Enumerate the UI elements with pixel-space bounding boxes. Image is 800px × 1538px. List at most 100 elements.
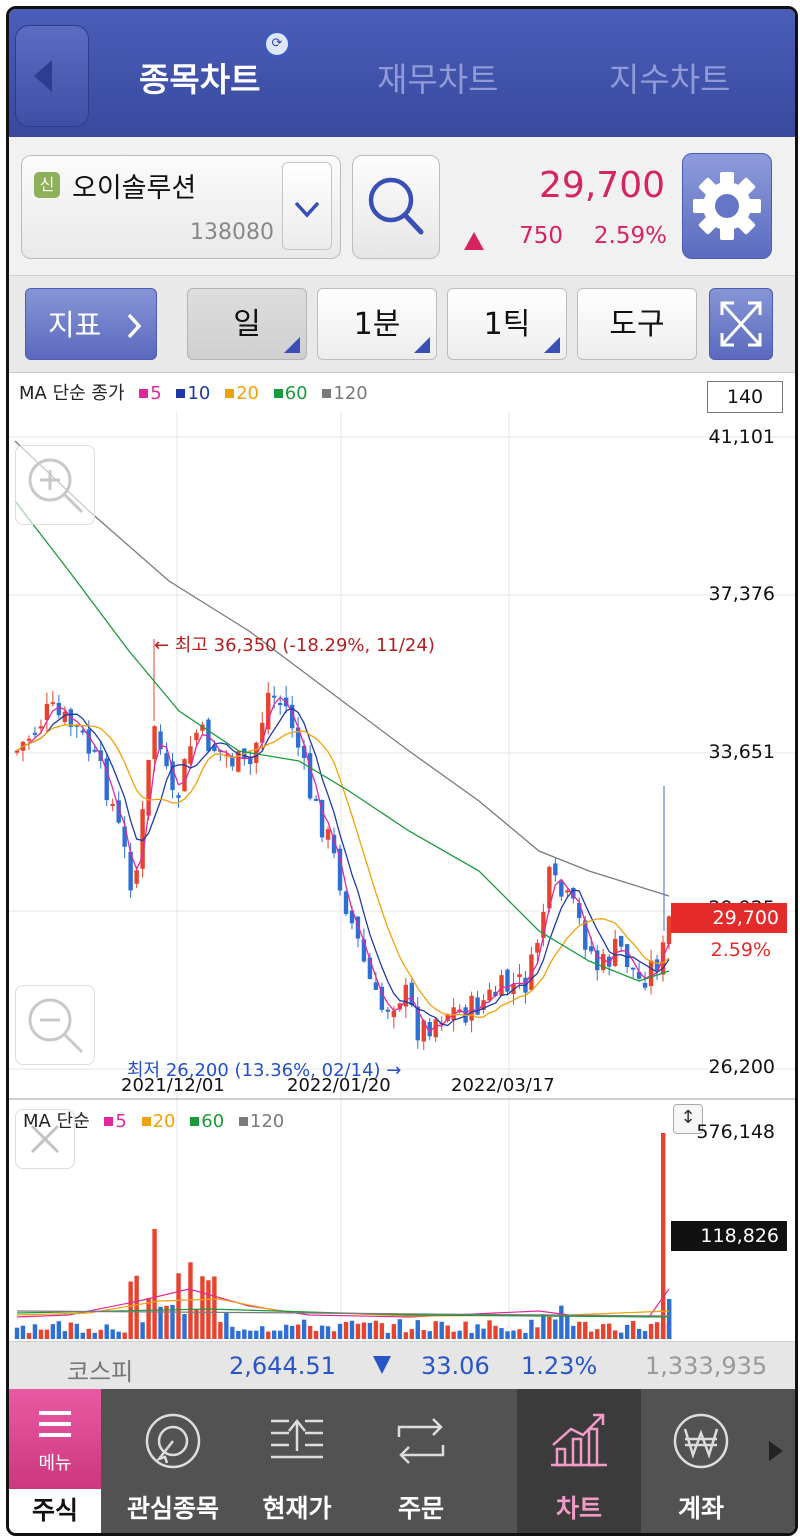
candle-body bbox=[493, 991, 498, 996]
nav-label: 관심종목 bbox=[126, 1494, 219, 1523]
close-volume-button[interactable] bbox=[15, 1109, 75, 1169]
zoom-in-button[interactable] bbox=[15, 445, 95, 525]
candle-body bbox=[319, 799, 325, 838]
nav-more-arrow-icon[interactable] bbox=[769, 1441, 783, 1461]
candle-body bbox=[475, 997, 480, 1015]
volume-bar bbox=[307, 1325, 313, 1339]
vol-ma120-line bbox=[16, 1310, 670, 1317]
resize-handle-icon[interactable]: ↕ bbox=[673, 1104, 703, 1134]
stock-dropdown-button[interactable] bbox=[282, 162, 332, 250]
volume-bar bbox=[98, 1329, 103, 1339]
current-percent-tag: 2.59% bbox=[710, 939, 771, 961]
candle-body bbox=[325, 829, 331, 840]
vol-ma5-label: 5 bbox=[115, 1111, 127, 1132]
tab-index-chart[interactable]: 지수차트 bbox=[609, 60, 731, 99]
volume-bar bbox=[648, 1324, 654, 1339]
volume-bar bbox=[80, 1332, 85, 1339]
zoom-out-button[interactable] bbox=[15, 985, 95, 1065]
vol-ma120-swatch bbox=[238, 1116, 248, 1126]
watchlist-icon bbox=[145, 1413, 201, 1469]
candle-body bbox=[618, 935, 624, 947]
volume-bar bbox=[391, 1324, 397, 1339]
volume-bar bbox=[194, 1309, 199, 1339]
volume-bar bbox=[20, 1325, 26, 1339]
stock-info-row: 신 오이솔루션 138080 29,700 750 2.59% bbox=[9, 137, 795, 275]
candle-body bbox=[254, 742, 259, 763]
nav-watchlist[interactable]: 관심종목 bbox=[111, 1389, 235, 1533]
kospi-ticker[interactable]: 코스피 2,644.51 33.06 1.23% 1,333,935 bbox=[9, 1341, 795, 1390]
volume-bar bbox=[624, 1324, 630, 1339]
period-day-label: 일 bbox=[233, 307, 261, 342]
volume-bar bbox=[457, 1330, 462, 1339]
search-button[interactable] bbox=[352, 155, 440, 259]
nav-chart[interactable]: 차트 bbox=[517, 1389, 641, 1533]
price-change-percent: 2.59% bbox=[593, 223, 667, 249]
ma120-line bbox=[14, 440, 670, 897]
volume-bar bbox=[379, 1323, 385, 1339]
search-icon bbox=[368, 177, 424, 235]
app-frame: 종목차트 ⟳ 재무차트 지수차트 신 오이솔루션 138080 29,700 7… bbox=[6, 6, 798, 1536]
volume-bar bbox=[116, 1331, 121, 1339]
nav-current-price[interactable]: 현재가 bbox=[235, 1389, 359, 1533]
candle-body bbox=[571, 888, 576, 899]
nav-order[interactable]: 주문 bbox=[359, 1389, 483, 1533]
current-price: 29,700 bbox=[539, 165, 665, 206]
volume-bar bbox=[230, 1326, 235, 1339]
candle-body bbox=[313, 798, 319, 801]
chevron-right-icon bbox=[127, 313, 142, 339]
candle-body bbox=[32, 732, 38, 735]
tools-button[interactable]: 도구 bbox=[577, 288, 697, 360]
candle-body bbox=[50, 702, 56, 705]
stock-name: 오이솔루션 bbox=[72, 173, 197, 204]
volume-bar bbox=[62, 1331, 68, 1339]
won-icon bbox=[673, 1413, 729, 1469]
volume-bar bbox=[325, 1326, 331, 1339]
tab-stock-chart[interactable]: 종목차트 bbox=[139, 60, 261, 99]
candle-body bbox=[654, 959, 660, 971]
price-axis-label: 41,101 bbox=[708, 426, 775, 448]
candle-body bbox=[553, 863, 558, 876]
volume-bar bbox=[152, 1229, 157, 1339]
back-button[interactable] bbox=[15, 25, 89, 127]
settings-button[interactable] bbox=[682, 153, 772, 259]
candle-body bbox=[583, 920, 588, 950]
tab-financial-chart[interactable]: 재무차트 bbox=[377, 60, 499, 99]
candle-body bbox=[152, 726, 157, 760]
current-price-tag: 29,700 bbox=[671, 903, 787, 933]
price-axis-label: 33,651 bbox=[708, 741, 775, 763]
sync-icon[interactable]: ⟳ bbox=[264, 31, 290, 57]
candle-body bbox=[505, 969, 510, 992]
volume-bar bbox=[50, 1324, 56, 1339]
price-volume-chart[interactable] bbox=[9, 371, 795, 1341]
candle-body bbox=[56, 702, 62, 716]
candle-body bbox=[146, 759, 151, 816]
volume-bar bbox=[349, 1320, 355, 1339]
volume-bar bbox=[176, 1273, 181, 1339]
stock-selector[interactable]: 신 오이솔루션 138080 bbox=[21, 155, 341, 259]
nav-account[interactable]: 계좌 bbox=[639, 1389, 763, 1533]
volume-bar bbox=[517, 1329, 522, 1339]
candle-body bbox=[337, 848, 343, 891]
chart-area[interactable]: MA 단순 종가 5 10 20 60 120 140 41,101 37,37… bbox=[9, 371, 795, 1341]
kospi-value: 2,644.51 bbox=[229, 1352, 336, 1380]
volume-bar bbox=[397, 1319, 403, 1339]
candle-body bbox=[355, 916, 361, 939]
candle-body bbox=[433, 1019, 438, 1038]
nav-label: 주문 bbox=[397, 1494, 444, 1523]
period-count-box[interactable]: 140 bbox=[707, 381, 783, 413]
volume-bar bbox=[283, 1324, 289, 1339]
indicator-button[interactable]: 지표 bbox=[25, 288, 157, 360]
candle-body bbox=[277, 702, 283, 705]
fullscreen-button[interactable] bbox=[709, 288, 773, 360]
candle-body bbox=[122, 826, 127, 847]
volume-bar bbox=[182, 1314, 187, 1339]
period-tick-button[interactable]: 1틱 bbox=[447, 288, 567, 360]
chart-toolbar: 지표 일 1분 1틱 도구 bbox=[9, 275, 795, 373]
period-day-button[interactable]: 일 bbox=[187, 288, 307, 360]
period-minute-button[interactable]: 1분 bbox=[317, 288, 437, 360]
menu-button[interactable]: 메뉴 주식 bbox=[9, 1389, 101, 1533]
volume-bar bbox=[104, 1324, 109, 1339]
candle-body bbox=[666, 916, 672, 945]
current-volume-tag: 118,826 bbox=[671, 1221, 787, 1251]
ma60-line bbox=[14, 500, 670, 982]
